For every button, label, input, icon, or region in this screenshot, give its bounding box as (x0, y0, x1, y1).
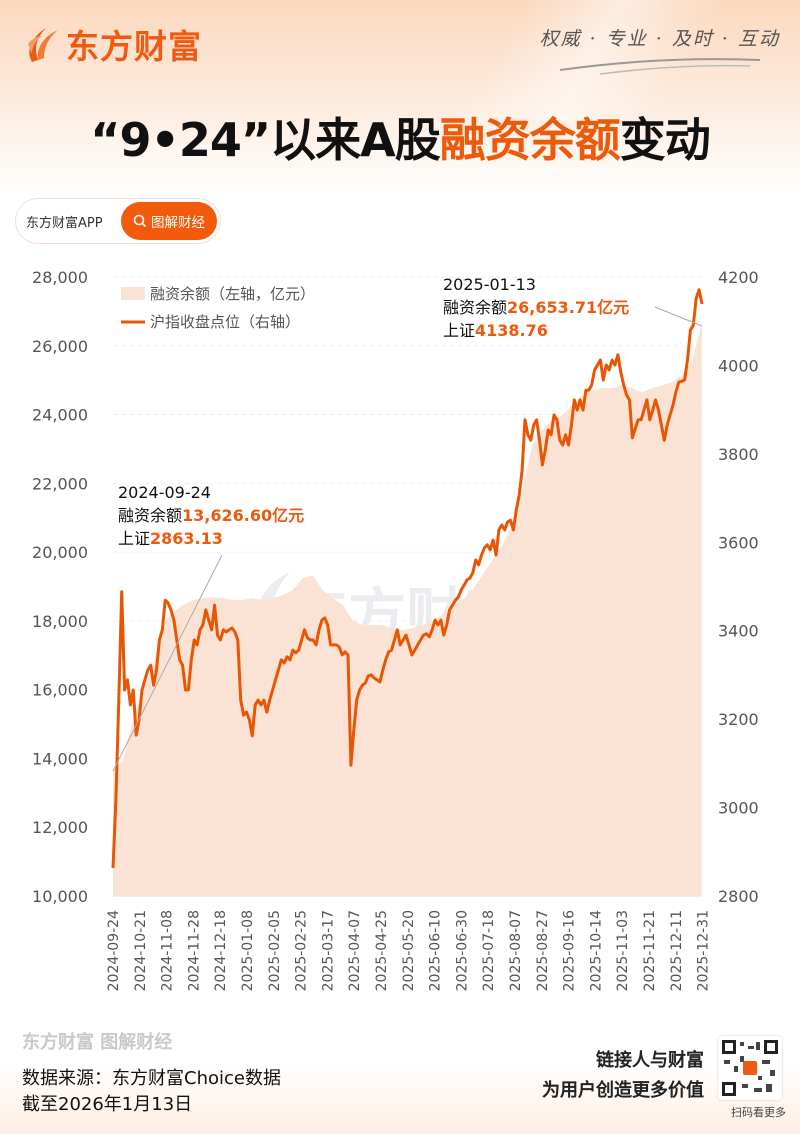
left-axis-tick: 26,000 (32, 337, 88, 356)
annotation-index: 上证4138.76 (443, 321, 548, 340)
title-suffix: 变动 (619, 113, 711, 167)
x-axis-tick: 2025-04-07 (347, 910, 363, 991)
x-axis-tick: 2025-02-05 (267, 910, 283, 991)
x-axis-tick: 2024-10-21 (133, 910, 149, 991)
legend-label-margin: 融资余额（左轴，亿元） (150, 285, 315, 303)
left-axis-tick: 12,000 (32, 818, 88, 837)
x-axis-tick: 2025-11-21 (642, 910, 658, 991)
slogan: 权威 · 专业 · 及时 · 互动 (539, 28, 780, 50)
x-axis-tick: 2025-03-17 (320, 910, 336, 991)
slogan-line-1: 链接人与财富 (596, 1050, 704, 1071)
annotation-leader-end (654, 306, 703, 327)
left-axis-tick: 28,000 (32, 268, 88, 287)
x-axis-tick: 2024-12-18 (213, 910, 229, 991)
x-axis-tick: 2024-11-08 (160, 910, 176, 991)
annotation-date: 2025-01-13 (443, 275, 536, 294)
left-axis-tick: 18,000 (32, 612, 88, 631)
left-axis-tick: 20,000 (32, 543, 88, 562)
x-axis-tick: 2025-08-27 (535, 910, 551, 991)
page-title: “9•24”以来A股融资余额变动 (0, 104, 800, 170)
search-label: 图解财经 (151, 215, 205, 231)
annotation-margin: 融资余额26,653.71亿元 (443, 298, 629, 317)
right-axis-tick: 3200 (718, 710, 759, 729)
x-axis-tick: 2025-04-25 (374, 910, 390, 991)
title-highlight: 融资余额 (439, 113, 621, 167)
right-axis-tick: 3800 (718, 445, 759, 464)
legend: 融资余额（左轴，亿元） 沪指收盘点位（右轴） (121, 285, 315, 331)
left-axis-tick: 10,000 (32, 887, 88, 906)
x-axis-tick: 2025-10-14 (588, 910, 604, 991)
annotation-margin: 融资余额13,626.60亿元 (118, 506, 304, 525)
footer-slogan: 链接人与财富 为用户创造更多价值 (542, 1046, 704, 1106)
x-axis-tick: 2025-06-10 (428, 910, 444, 991)
sse-index-line (111, 288, 704, 869)
qr-caption: 扫码看更多 (731, 1106, 786, 1119)
x-axis-tick: 2024-09-24 (106, 910, 122, 991)
brand-logo: 东方财富 (24, 20, 202, 68)
left-axis-tick: 14,000 (32, 749, 88, 768)
app-search-pill: 东方财富APP 图解财经 (16, 199, 220, 243)
x-axis-tick: 2024-11-28 (186, 910, 202, 991)
right-axis-tick: 3000 (718, 799, 759, 818)
slogan-line-2: 为用户创造更多价值 (542, 1080, 704, 1101)
brand-name: 东方财富 (66, 27, 202, 66)
chart: 东方财富 10,00012,00014,00016,00018,00020,00… (32, 268, 759, 991)
data-source: 数据来源：东方财富Choice数据 截至2026年1月13日 (22, 1066, 281, 1118)
annotation-end: 2025-01-13 融资余额26,653.71亿元 上证4138.76 (443, 275, 629, 340)
search-icon (133, 214, 147, 228)
right-axis-tick: 2800 (718, 887, 759, 906)
x-axis-tick: 2025-11-03 (615, 910, 631, 991)
left-axis-tick: 22,000 (32, 474, 88, 493)
swoosh-decoration (560, 58, 760, 75)
left-axis-tick: 16,000 (32, 681, 88, 700)
x-axis-tick: 2025-06-30 (454, 910, 470, 991)
right-axis-tick: 4000 (718, 356, 759, 375)
annotation-start: 2024-09-24 融资余额13,626.60亿元 上证2863.13 (118, 483, 304, 548)
x-axis-tick: 2025-05-20 (401, 910, 417, 991)
footer: 东方财富 图解财经 数据来源：东方财富Choice数据 截至2026年1月13日… (0, 1020, 800, 1134)
legend-swatch-area (121, 287, 145, 300)
margin-balance-area (113, 323, 702, 896)
x-axis-tick: 2025-01-08 (240, 910, 256, 991)
x-axis-tick: 2025-12-11 (669, 910, 685, 991)
app-label: 东方财富APP (26, 215, 103, 231)
x-axis-tick: 2025-02-25 (294, 910, 310, 991)
legend-label-index: 沪指收盘点位（右轴） (150, 313, 300, 331)
as-of-date: 截至2026年1月13日 (22, 1094, 193, 1115)
x-axis-tick: 2025-07-18 (481, 910, 497, 991)
annotation-leader-start (112, 554, 223, 772)
source-text: 数据来源：东方财富Choice数据 (22, 1068, 281, 1089)
qr-code[interactable] (718, 1036, 782, 1100)
x-axis-tick: 2025-12-31 (696, 910, 712, 991)
qr-code-icon (722, 1040, 778, 1096)
left-axis-tick: 24,000 (32, 406, 88, 425)
right-axis-tick: 4200 (718, 268, 759, 287)
annotation-index: 上证2863.13 (118, 529, 223, 548)
search-button[interactable]: 图解财经 (121, 202, 217, 240)
footer-brand: 东方财富 图解财经 (22, 1032, 173, 1053)
right-axis-tick: 3600 (718, 533, 759, 552)
x-axis-tick: 2025-08-07 (508, 910, 524, 991)
flame-logo-icon (28, 28, 58, 62)
x-axis-tick: 2025-09-16 (562, 910, 578, 991)
right-axis-tick: 3400 (718, 622, 759, 641)
title-prefix: “9•24”以来A股 (90, 113, 440, 167)
annotation-date: 2024-09-24 (118, 483, 211, 502)
